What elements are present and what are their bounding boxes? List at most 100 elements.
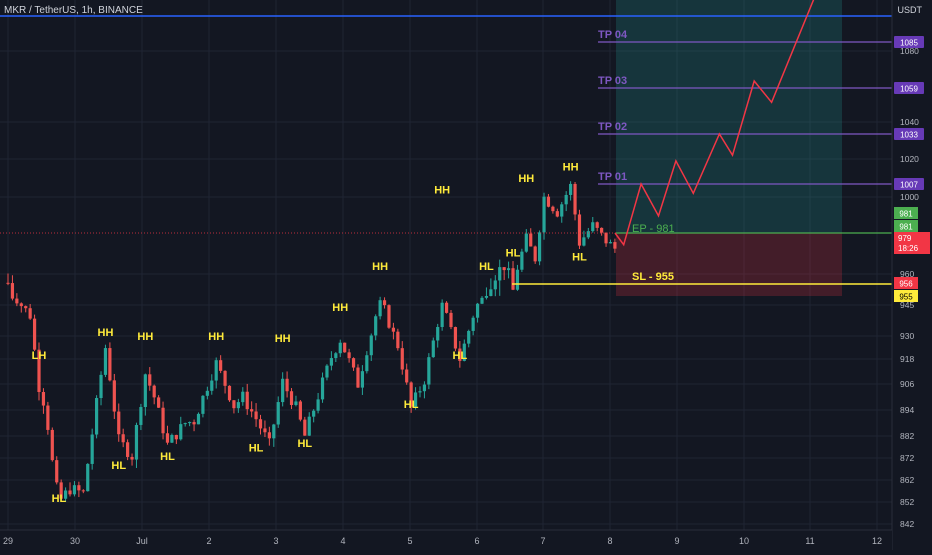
candle-body: [546, 196, 551, 207]
tp-price-tag: [894, 178, 924, 190]
candle-body: [582, 237, 586, 246]
candle-body: [86, 463, 90, 492]
candle-body: [143, 374, 147, 408]
candle-body: [37, 349, 41, 393]
candle-body: [356, 367, 360, 388]
tp-price-tag-text: 1059: [900, 85, 918, 94]
candle-body: [55, 460, 59, 483]
candle-body: [396, 331, 400, 349]
candle-body: [232, 400, 236, 409]
candle-body: [294, 401, 298, 405]
candle-body: [210, 380, 214, 391]
candle-body: [334, 353, 338, 359]
candle-body: [72, 485, 77, 495]
candle-body: [329, 358, 333, 366]
candle-body: [600, 227, 604, 233]
candle-body: [19, 303, 23, 307]
candle-body: [524, 233, 528, 252]
x-tick-label: 4: [340, 536, 345, 546]
swing-label: HL: [479, 261, 494, 273]
swing-label: HL: [572, 251, 587, 263]
candle-body: [555, 211, 559, 217]
last-price-value: 979: [898, 234, 912, 243]
candle-body: [90, 434, 94, 464]
candle-body: [586, 231, 590, 238]
candle-body: [560, 204, 564, 217]
swing-label: HH: [518, 173, 534, 185]
price-tag: [894, 207, 918, 219]
x-tick-label: 8: [607, 536, 612, 546]
y-tick-label: 960: [900, 269, 914, 279]
swing-label: HH: [332, 302, 348, 314]
candle-body: [263, 428, 267, 433]
candle-body: [506, 268, 511, 271]
currency-label: USDT: [897, 5, 923, 15]
candle-body: [139, 407, 143, 425]
candle-body: [267, 432, 271, 439]
y-tick-label: 945: [900, 300, 914, 310]
candle-body: [272, 424, 276, 439]
candle-body: [223, 370, 227, 386]
candle-body: [431, 340, 435, 358]
swing-label: HH: [208, 331, 224, 343]
y-tick-label: 906: [900, 379, 914, 389]
tp-label: TP 01: [598, 171, 627, 183]
candle-body: [99, 374, 103, 399]
candle-body: [604, 232, 608, 244]
candle-body: [444, 302, 449, 313]
candle-body: [63, 490, 68, 499]
tp-label: TP 02: [598, 121, 627, 133]
candle-body: [289, 391, 294, 405]
candle-body: [577, 214, 582, 246]
candle-body: [6, 282, 10, 284]
candle-body: [360, 371, 364, 388]
candle-body: [422, 384, 427, 392]
y-tick-label: 1000: [900, 192, 919, 202]
tp-price-tag-text: 1085: [900, 39, 918, 48]
x-tick-label: 2: [206, 536, 211, 546]
candle-body: [81, 490, 85, 492]
candle-body: [409, 382, 413, 407]
time-axis[interactable]: [0, 530, 892, 550]
candle-body: [258, 419, 263, 429]
candle-body: [174, 434, 178, 440]
candle-body: [157, 397, 161, 408]
candle-body: [418, 391, 422, 393]
profit-zone: [616, 0, 842, 233]
projection-path: [614, 0, 815, 247]
x-tick-label: 3: [273, 536, 278, 546]
candle-body: [493, 280, 497, 290]
candle-body: [281, 378, 285, 403]
stop-label: SL - 955: [632, 271, 674, 283]
symbol-title: MKR / TetherUS, 1h, BINANCE: [4, 5, 143, 16]
candle-body: [529, 233, 533, 247]
candle-body: [387, 305, 391, 328]
candle-body: [77, 485, 81, 491]
y-tick-label: 1080: [900, 46, 919, 56]
candle-body: [400, 348, 404, 370]
candle-body: [32, 318, 37, 350]
candle-body: [538, 232, 542, 262]
candle-body: [608, 242, 613, 244]
candle-body: [192, 422, 196, 425]
candle-body: [112, 380, 116, 412]
candle-body: [480, 297, 484, 304]
candle-body: [458, 348, 462, 361]
candle-body: [467, 330, 471, 344]
candle-body: [613, 242, 617, 249]
swing-label: HH: [275, 333, 291, 345]
candle-body: [254, 411, 258, 420]
candle-body: [28, 308, 32, 319]
swing-label: HL: [52, 493, 67, 505]
candle-body: [41, 392, 46, 406]
candle-body: [126, 442, 130, 457]
candle-body: [285, 378, 289, 392]
candle-body: [564, 194, 568, 205]
candle-body: [453, 327, 458, 349]
candle-body: [196, 413, 201, 425]
candle-body: [338, 342, 342, 354]
candle-body: [152, 385, 156, 398]
price-tag-text: 981: [899, 223, 913, 232]
